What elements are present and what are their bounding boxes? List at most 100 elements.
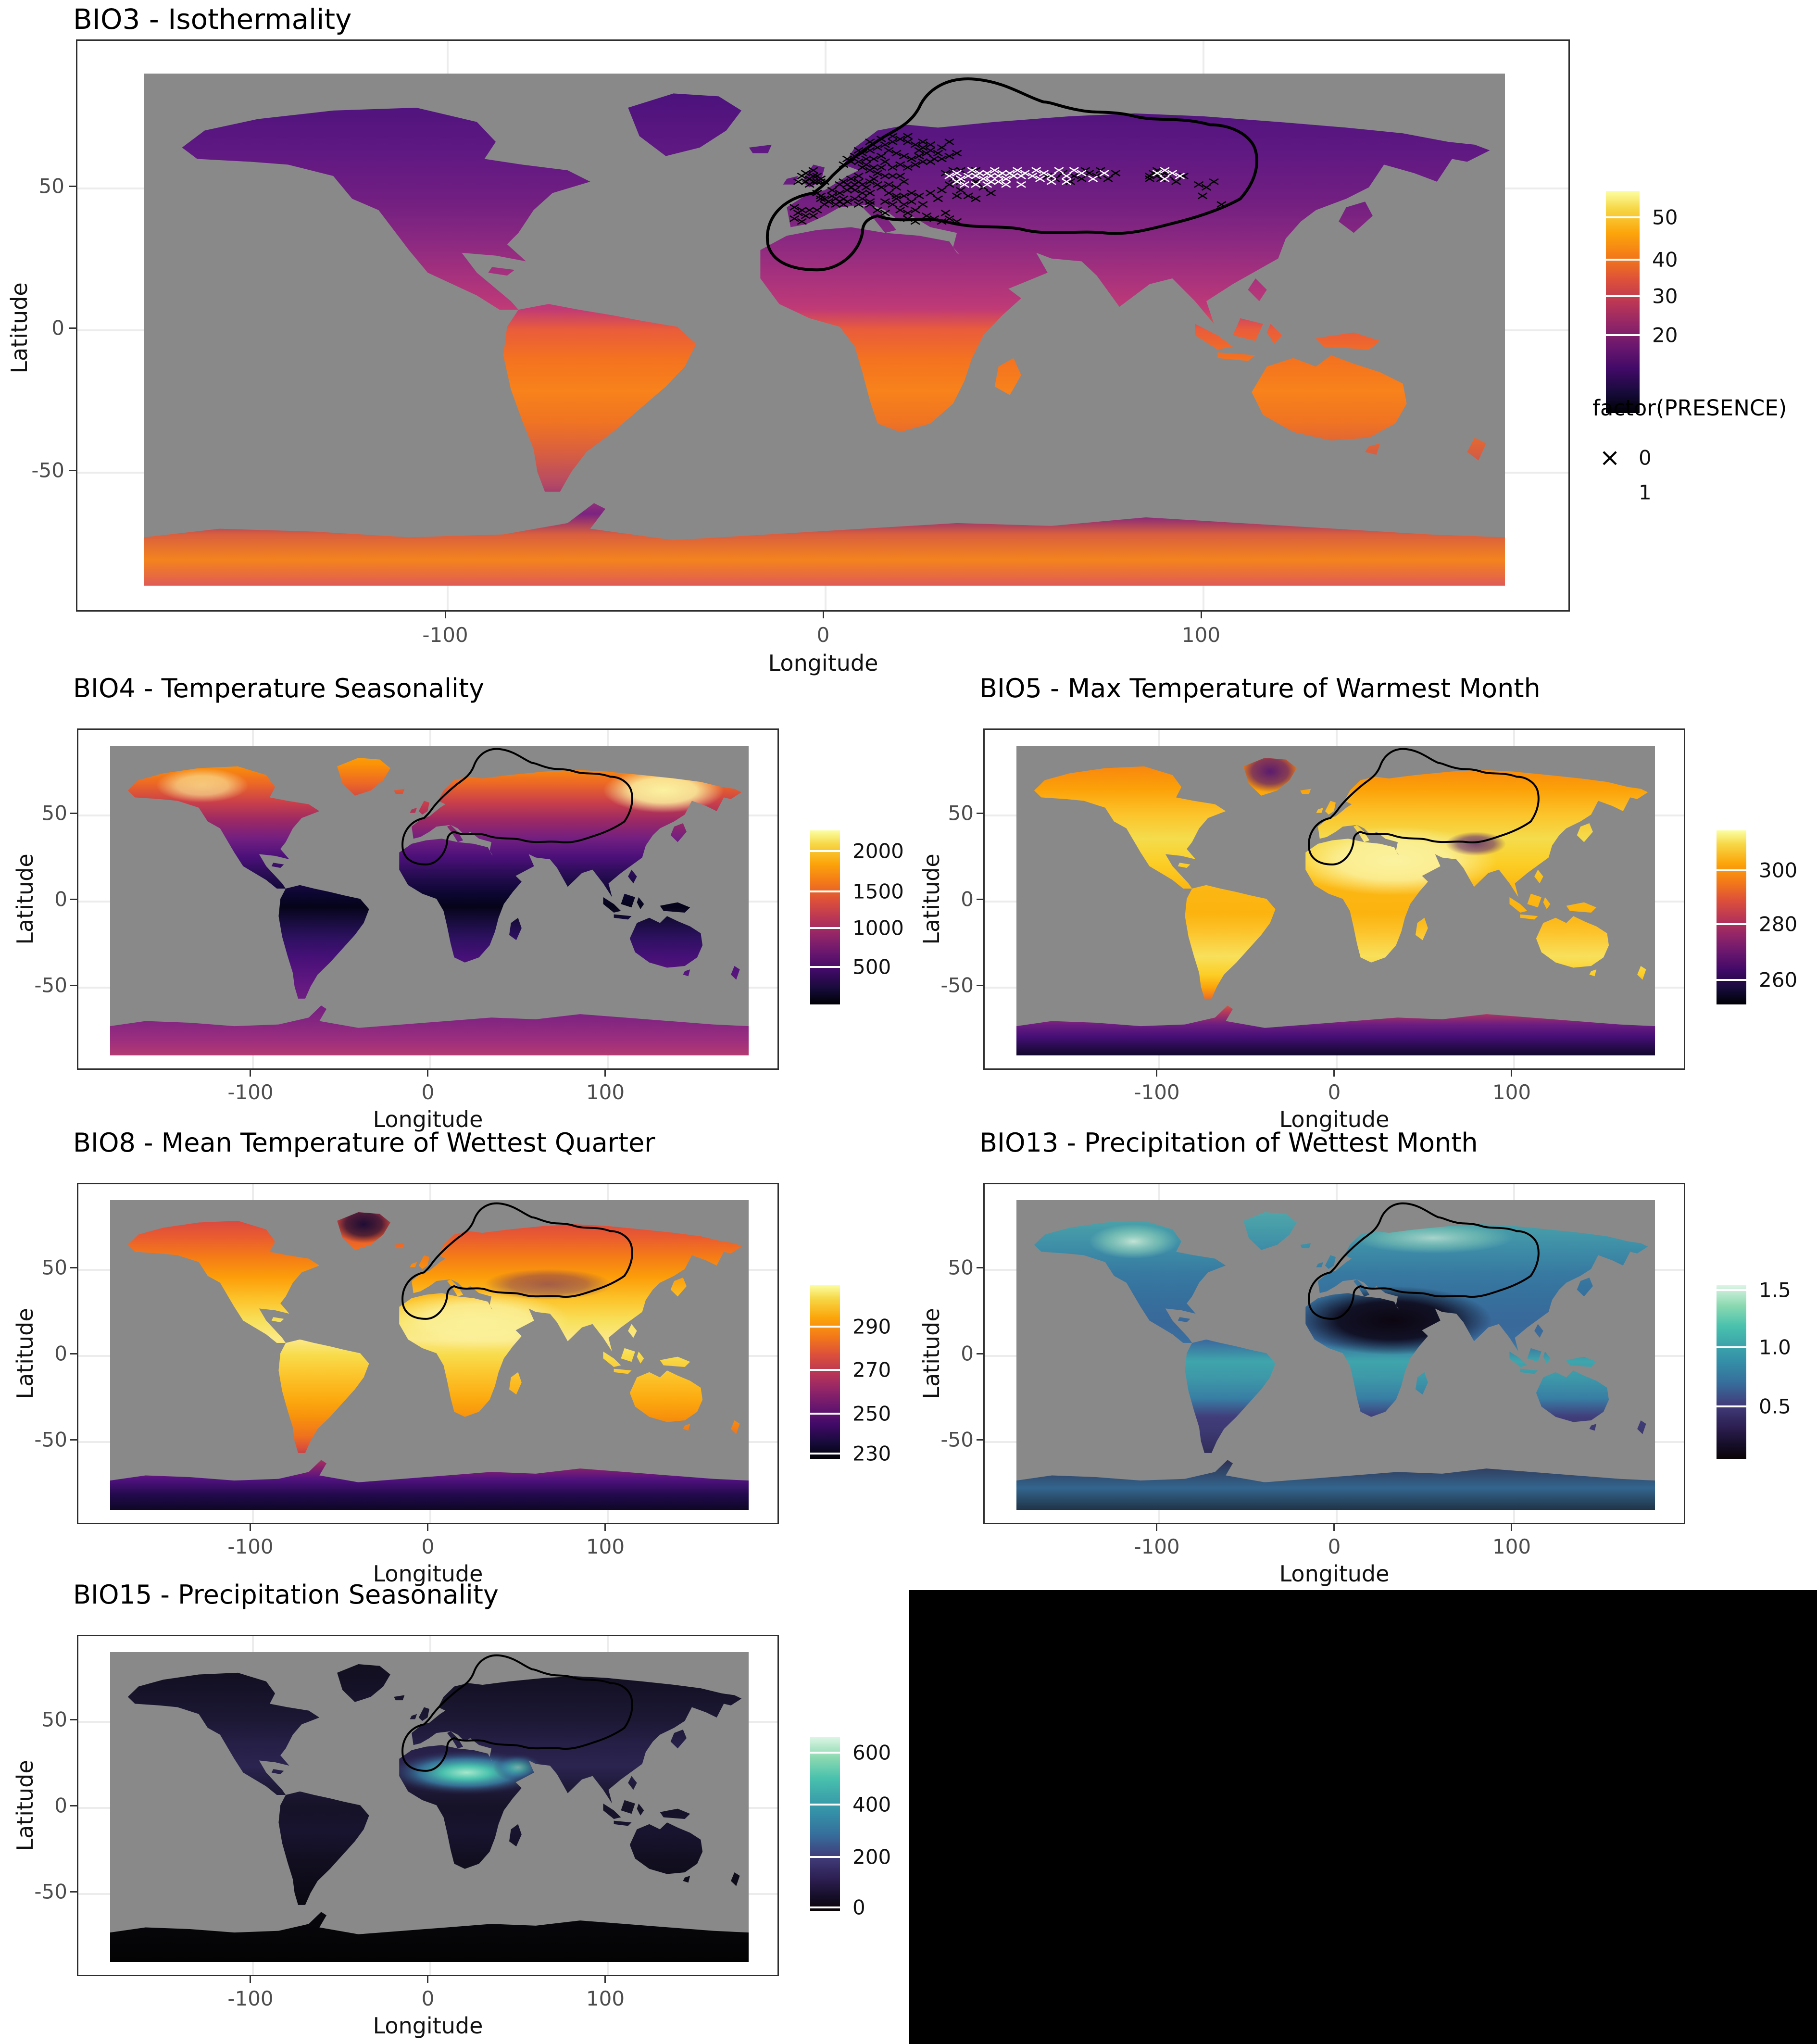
plot-title-bio3: BIO3 - Isothermality [73,3,352,36]
x-tick-label: -100 [227,1080,274,1104]
colorbar-tick-mark [1717,923,1746,926]
y-axis-title: Latitude [12,1760,38,1851]
presence-markers-layer [790,133,1226,224]
colorbar-tick-label: 250 [852,1402,891,1426]
colorbar-bio4: 2000 1500 1000 500 [810,830,904,1004]
y-tick [70,1891,77,1893]
x-tick-label: 0 [1328,1080,1341,1104]
colorbar-tick-mark [810,1906,840,1908]
x-marker-icon: × [1599,443,1620,472]
colorbar-tick-label: 40 [1652,248,1678,272]
plot-title-bio5: BIO5 - Max Temperature of Warmest Month [979,673,1541,703]
x-axis-title: Longitude [1279,1561,1390,1587]
x-tick-label: 100 [1492,1080,1531,1104]
y-tick [977,985,983,986]
colorbar-tick-label: 1.5 [1759,1278,1791,1302]
plot-panel [76,39,1570,612]
y-tick [977,899,983,900]
x-tick-label: 100 [586,1080,625,1104]
y-tick-label: 0 [961,887,974,911]
x-tick [1511,1524,1512,1531]
colorbar-tick-label: 280 [1759,912,1798,936]
x-tick [445,612,446,618]
colorbar-tick-label: 260 [1759,968,1798,992]
colorbar-bio8: 290 270 250 230 [810,1285,891,1466]
colorbar-tick-mark [810,890,840,892]
y-tick-label: -50 [34,1428,67,1452]
y-tick-label: 50 [41,1255,67,1279]
y-tick [977,1439,983,1441]
y-tick [70,1719,77,1720]
x-tick [1201,612,1202,618]
plot-panel [77,1183,779,1524]
empty-black-panel [909,1590,1817,2044]
x-tick-label: 100 [1181,623,1221,647]
y-axis-title: Latitude [6,282,32,374]
colorbar-tick-label: 2000 [852,839,904,863]
x-tick-label: 0 [421,1080,435,1104]
presence-legend-label: 0 [1639,446,1652,470]
y-axis-title: Latitude [12,1308,38,1399]
x-tick-label: -100 [422,623,468,647]
y-tick-label: -50 [31,458,64,482]
colorbar-tick-label: 290 [852,1315,891,1339]
x-tick-label: 100 [586,1535,625,1558]
plot-title-bio15: BIO15 - Precipitation Seasonality [73,1580,499,1610]
colorbar-tick-mark [1717,1405,1746,1408]
world-map-bio3 [144,74,1505,586]
colorbar-tick-label: 0.5 [1759,1394,1791,1418]
x-tick [1333,1070,1335,1077]
y-tick [70,899,77,900]
colorbar-bio15: 600 400 200 0 [810,1737,891,1919]
y-tick-label: 0 [51,316,64,340]
x-tick [250,1524,251,1531]
plot-panel [983,728,1685,1070]
colorbar-tick-mark [1717,1289,1746,1291]
colorbar-tick-mark [810,850,840,853]
y-tick-label: -50 [940,973,974,997]
y-tick-label: 50 [948,1255,974,1279]
colorbar-tick-label: 230 [852,1442,891,1466]
y-axis-title: Latitude [918,853,944,945]
plot-panel [983,1183,1685,1524]
world-map-bio8 [110,1200,749,1510]
world-map-bio15 [110,1652,749,1962]
world-raster-bio8 [110,1200,749,1510]
x-axis-title: Longitude [1279,1106,1390,1132]
y-tick [70,1805,77,1806]
y-tick [977,1267,983,1268]
colorbar-tick-label: 270 [852,1358,891,1382]
plot-bio4: BIO4 - Temperature Seasonality -100 0 10… [0,673,904,1159]
x-tick-label: 0 [421,1987,435,2010]
y-tick-label: 50 [38,174,64,198]
y-tick [977,813,983,814]
colorbar-tick-label: 600 [852,1741,891,1765]
x-tick [427,1976,428,1983]
colorbar-tick-mark [810,1751,840,1754]
y-tick-label: 50 [41,1707,67,1731]
regional-overlays [387,1750,547,1795]
x-axis-title: Longitude [768,650,878,676]
colorbar-tick-label: 300 [1759,858,1798,882]
x-tick [604,1976,606,1983]
y-tick [69,470,76,471]
colorbar-tick-label: 200 [852,1845,891,1869]
colorbar-tick-mark [810,1325,840,1328]
x-tick [604,1524,606,1531]
plot-title-bio8: BIO8 - Mean Temperature of Wettest Quart… [73,1128,655,1158]
colorbar-tick-label: 500 [852,955,891,979]
x-tick-label: -100 [227,1987,274,2010]
world-raster-bio3 [144,74,1505,586]
plot-bio15: BIO15 - Precipitation Seasonality -100 0… [0,1580,904,2044]
world-raster-bio4 [110,746,749,1055]
world-map-bio13 [1016,1200,1655,1510]
y-tick [70,1267,77,1268]
colorbar-tick-mark [810,1369,840,1371]
x-tick [1156,1524,1157,1531]
x-tick [250,1976,251,1983]
x-tick [1156,1070,1157,1077]
colorbar-tick-label: 50 [1652,205,1678,229]
y-tick-label: 0 [54,1793,67,1818]
plot-bio8: BIO8 - Mean Temperature of Wettest Quart… [0,1128,904,1613]
colorbar-tick-mark [1717,1346,1746,1349]
